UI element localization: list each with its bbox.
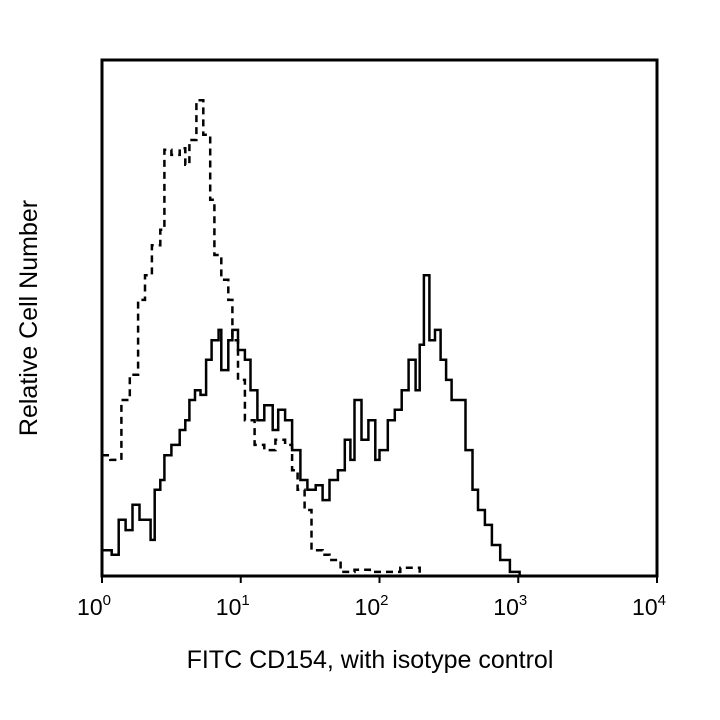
x-tick-label: 100 [77, 592, 111, 620]
x-tick-label: 103 [493, 592, 527, 620]
x-tick-label: 104 [632, 592, 666, 620]
x-axis-title: FITC CD154, with isotype control [187, 646, 554, 674]
plot-frame [100, 58, 659, 578]
x-tick-label: 102 [355, 592, 389, 620]
sample-histogram-line [102, 273, 657, 578]
isotype-control-line [102, 98, 657, 578]
y-axis-title: Relative Cell Number [15, 200, 43, 436]
x-tick-label: 101 [216, 592, 250, 620]
